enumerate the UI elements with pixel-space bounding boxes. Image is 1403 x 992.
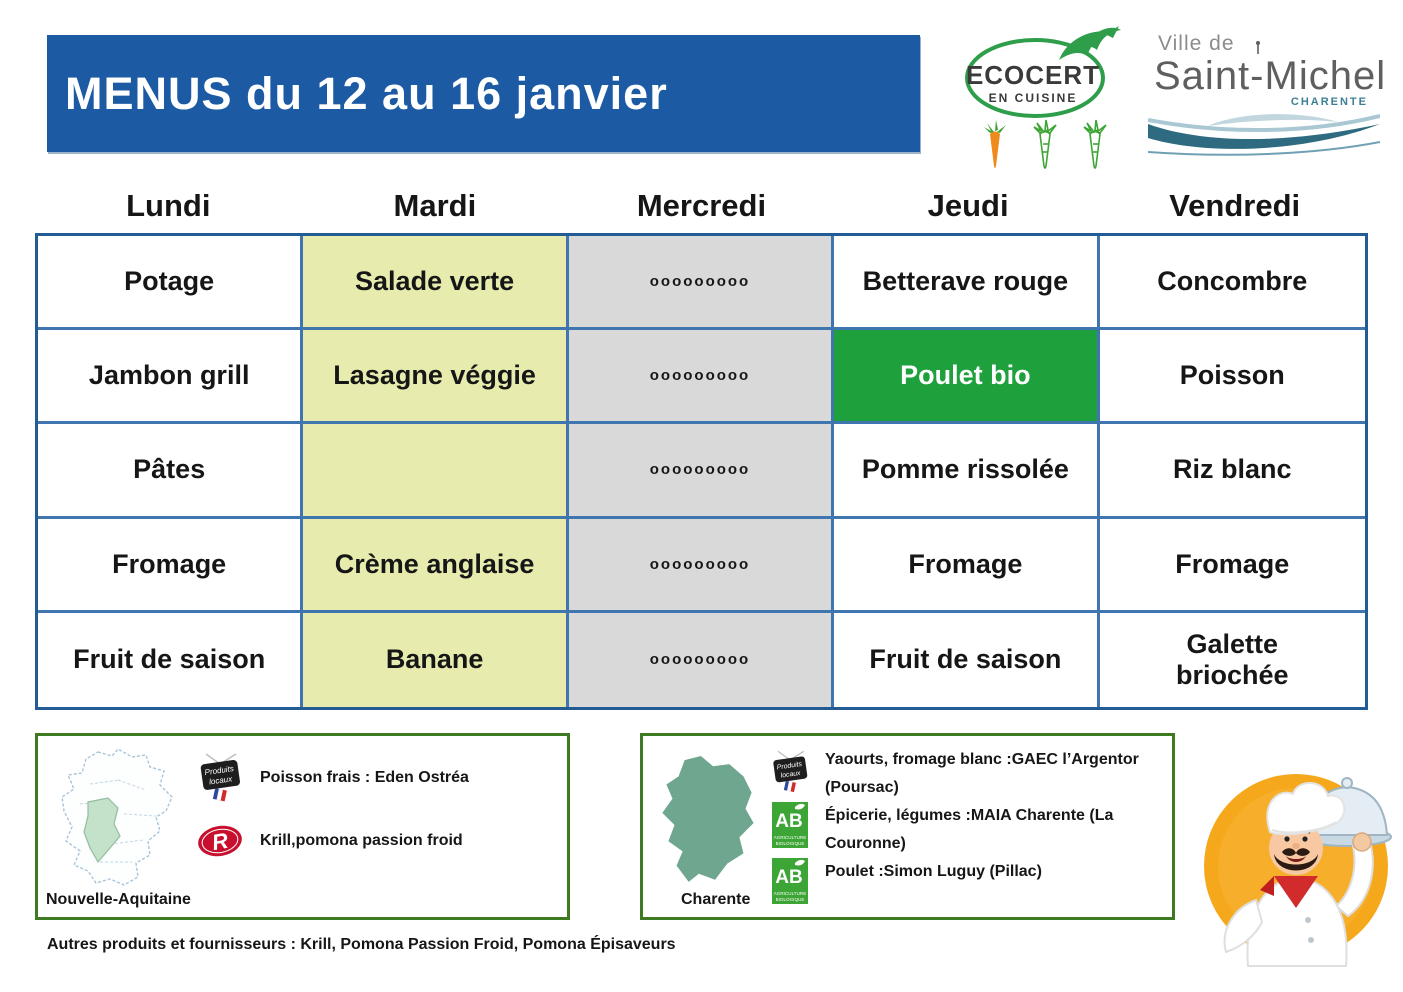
produits-locaux-icon: Produits locaux xyxy=(771,746,809,798)
city-line2: Saint-Michel xyxy=(1154,54,1387,98)
svg-text:AGRICULTURE: AGRICULTURE xyxy=(774,891,807,896)
menu-cell-lundi-row5: Fruit de saison xyxy=(38,612,304,707)
menu-cell-mardi-row3 xyxy=(303,424,569,519)
menu-cell-mercredi-row1: ooooooooo xyxy=(568,236,835,331)
city-line3: CHARENTE xyxy=(1290,96,1368,108)
region-label: Charente xyxy=(681,891,751,908)
svg-text:AB: AB xyxy=(775,811,802,832)
charente-map-icon xyxy=(662,756,754,882)
menu-cell-lundi-row1: Potage xyxy=(38,236,304,331)
supplier-item: AB AGRICULTURE BIOLOGIQUE Poulet :Simon Lug… xyxy=(771,858,1145,904)
label-rouge-icon: R xyxy=(196,820,244,862)
produits-locaux-icon: Produits locaux xyxy=(196,752,244,804)
menu-cell-mercredi-row4: ooooooooo xyxy=(568,518,835,613)
menu-cell-jeudi-row3: Pomme rissolée xyxy=(834,424,1100,519)
carrot-icon-filled xyxy=(984,120,1006,168)
supplier-item: Produits locaux Poisson frais : Eden Ostré… xyxy=(196,752,469,804)
supplier-text: Épicerie, légumes :MAIA Charente (La Cou… xyxy=(825,807,1114,852)
menu-cell-lundi-row2: Jambon grill xyxy=(38,330,304,425)
day-header-mardi: Mardi xyxy=(393,188,477,223)
menu-cell-mercredi-row3: ooooooooo xyxy=(568,424,835,519)
svg-text:Produits: Produits xyxy=(776,761,803,772)
ecocert-swallow-icon xyxy=(1059,26,1121,60)
menu-cell-vendredi-row4: Fromage xyxy=(1099,518,1365,613)
svg-text:Produits: Produits xyxy=(204,764,234,777)
menu-cell-mercredi-row2: ooooooooo xyxy=(568,330,835,425)
france-map-icon xyxy=(61,748,173,886)
menu-cell-vendredi-row2: Poisson xyxy=(1099,330,1365,425)
title-bar: MENUS du 12 au 16 janvier xyxy=(47,35,920,152)
ecocert-logo: ECOCERT EN CUISINE xyxy=(965,26,1121,118)
ecocert-subtitle: EN CUISINE xyxy=(989,91,1078,105)
svg-text:locaux: locaux xyxy=(780,770,801,780)
menu-cell-vendredi-row1: Concombre xyxy=(1099,236,1365,331)
menu-cell-jeudi-row1: Betterave rouge xyxy=(834,236,1100,331)
supplier-text: Yaourts, fromage blanc :GAEC l’Argentor … xyxy=(825,751,1139,796)
supplier-text: Poulet :Simon Luguy (Pillac) xyxy=(825,863,1042,880)
chef-illustration xyxy=(1204,774,1392,967)
svg-text:AGRICULTURE: AGRICULTURE xyxy=(774,835,807,840)
ecocert-name: ECOCERT xyxy=(966,60,1100,90)
supplier-item: Produits locaux Yaourts, fromage blanc :GA… xyxy=(771,746,1145,802)
menu-cell-mardi-row5: Banane xyxy=(303,612,569,707)
supplier-text: Poisson frais : Eden Ostréa xyxy=(260,769,469,786)
menu-cell-mercredi-row5: ooooooooo xyxy=(568,612,835,707)
day-header-vendredi: Vendredi xyxy=(1169,188,1301,223)
suppliers-box-nouvelle-aquitaine: Produits locaux Poisson frais : Eden Ostré… xyxy=(35,733,570,920)
carrot-row xyxy=(984,119,1107,169)
region-label: Nouvelle-Aquitaine xyxy=(46,891,191,908)
menu-cell-lundi-row3: Pâtes xyxy=(38,424,304,519)
m-figure-icon xyxy=(1256,41,1260,54)
menu-cell-jeudi-row2: Poulet bio xyxy=(834,330,1100,425)
ab-icon: AB AGRICULTURE BIOLOGIQUE xyxy=(771,858,809,904)
supplier-list: Produits locaux Yaourts, fromage blanc :GA… xyxy=(771,746,1145,904)
supplier-text: Krill,pomona passion froid xyxy=(260,832,463,849)
carrot-icon-outline xyxy=(1083,119,1107,169)
menu-cell-lundi-row4: Fromage xyxy=(38,518,304,613)
day-header-mercredi: Mercredi xyxy=(636,188,767,223)
menu-cell-mardi-row1: Salade verte xyxy=(303,236,569,331)
day-header-jeudi: Jeudi xyxy=(927,188,1009,223)
menu-cell-vendredi-row3: Riz blanc xyxy=(1099,424,1365,519)
carrot-icon-outline xyxy=(1033,119,1057,169)
suppliers-box-charente: Produits locaux Yaourts, fromage blanc :GA… xyxy=(640,733,1175,920)
saint-michel-logo: Ville de Saint-Michel CHARENTE xyxy=(1148,32,1385,162)
svg-text:R: R xyxy=(210,828,230,855)
ab-icon: AB AGRICULTURE BIOLOGIQUE xyxy=(771,802,809,848)
city-line1: Ville de xyxy=(1158,32,1235,55)
page-title: MENUS du 12 au 16 janvier xyxy=(65,67,668,119)
menu-cell-mardi-row2: Lasagne véggie xyxy=(303,330,569,425)
svg-text:locaux: locaux xyxy=(209,774,234,786)
city-wave-icon xyxy=(1148,114,1380,156)
menu-cell-mardi-row4: Crème anglaise xyxy=(303,518,569,613)
menu-cell-jeudi-row4: Fromage xyxy=(834,518,1100,613)
day-header-lundi: Lundi xyxy=(126,188,211,223)
menu-cell-vendredi-row5: Galette briochée xyxy=(1099,612,1365,707)
day-header-row: Lundi Mardi Mercredi Jeudi Vendredi xyxy=(35,181,1368,231)
svg-text:AB: AB xyxy=(775,867,802,888)
menu-cell-jeudi-row5: Fruit de saison xyxy=(834,612,1100,707)
footer-note: Autres produits et fournisseurs : Krill,… xyxy=(47,936,676,953)
menu-table: Potage Salade verte ooooooooo Betterave rou… xyxy=(35,233,1368,710)
svg-text:BIOLOGIQUE: BIOLOGIQUE xyxy=(776,841,805,846)
supplier-item: R Krill,pomona passion froid xyxy=(196,820,469,862)
supplier-list: Produits locaux Poisson frais : Eden Ostré… xyxy=(196,752,469,878)
svg-text:BIOLOGIQUE: BIOLOGIQUE xyxy=(776,897,805,902)
supplier-item: AB AGRICULTURE BIOLOGIQUE Épicerie, légumes… xyxy=(771,802,1145,858)
